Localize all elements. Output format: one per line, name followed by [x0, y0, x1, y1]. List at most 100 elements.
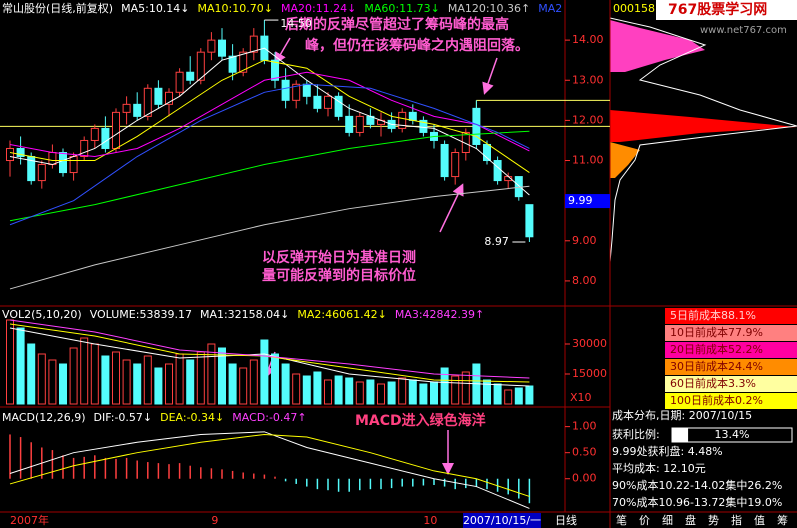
header-item: MACD(12,26,9) [2, 411, 86, 424]
header-item: VOL2(5,10,20) [2, 308, 82, 321]
tab[interactable]: 值 [754, 514, 765, 527]
chip-info: 90%成本10.22-14.02集中26.2% [612, 478, 782, 492]
candle-body [16, 147, 25, 158]
volume-bar [90, 343, 99, 405]
profit-label: 获利比例: [612, 427, 660, 441]
volume-bar [165, 363, 173, 405]
volume-bar [133, 363, 142, 405]
header-item: DIF:-0.57↓ [94, 411, 153, 424]
volume-bar [324, 379, 332, 405]
candle-body [90, 127, 99, 141]
volume-bar [440, 367, 449, 405]
candle-body [355, 115, 364, 133]
volume-bar [419, 383, 428, 405]
y-tick-label: 15000 [572, 367, 607, 380]
candle-body [461, 131, 470, 153]
header-item: MACD:-0.47↑ [232, 411, 306, 424]
legend-swatch [665, 393, 797, 409]
candle-body [324, 95, 332, 109]
y-tick-label: 0.00 [572, 472, 597, 485]
candle-body [6, 147, 14, 162]
candle-body [398, 111, 407, 129]
tab[interactable]: 指 [731, 513, 742, 527]
header-item: MA5:10.14↓ [121, 2, 189, 15]
candle-body [218, 39, 226, 57]
chip-info: 9.99处获利盘: 4.48% [612, 444, 723, 458]
header-item: DEA:-0.34↓ [160, 411, 224, 424]
volume-bar [398, 377, 407, 405]
volume-bar [218, 347, 226, 405]
volume-bar [408, 379, 417, 405]
candle-body [281, 79, 290, 101]
logo-box [656, 0, 797, 20]
ma-line [9, 327, 530, 387]
candle-body [451, 152, 460, 178]
candle-body [313, 95, 322, 109]
y-tick-label: 9.00 [572, 234, 597, 247]
volume-bar [186, 359, 195, 405]
candle-body [143, 87, 152, 117]
annotation: 以反弹开始日为基准日测 [262, 249, 416, 266]
volume-bar [493, 383, 502, 405]
volume-bar [6, 319, 14, 405]
volume-bar [366, 379, 375, 405]
volume-bar [37, 353, 46, 405]
legend-label: 5日前成本88.1% [670, 308, 756, 322]
legend-label: 30日前成本24.4% [670, 359, 763, 373]
legend-swatch [665, 359, 797, 375]
y-tick-label: 14.00 [572, 33, 604, 46]
header-item: MA20:11.24↓ [281, 2, 356, 15]
legend-label: 20日前成本52.2% [670, 342, 763, 356]
candle-body [249, 35, 258, 53]
candle-body [196, 51, 205, 81]
tab[interactable]: 筹 [777, 513, 788, 527]
x-tick-label: 2007年 [10, 513, 49, 527]
cursor-date: 2007/10/15/一 [463, 514, 541, 527]
y-tick-label: 8.00 [572, 274, 597, 287]
volume-bar [377, 383, 385, 405]
volume-bar [80, 337, 89, 405]
candle-body [493, 160, 502, 182]
candle-body [59, 152, 67, 174]
volume-bar [196, 351, 205, 405]
tab[interactable]: 价 [639, 514, 650, 527]
ma-line [9, 433, 530, 497]
header-item: MA10:10.70↓ [198, 2, 273, 15]
candle-body [112, 111, 120, 149]
candle-body [186, 71, 195, 81]
volume-bar [27, 343, 36, 405]
annotation: 后期的反弹尽管超过了筹码峰的最高 [285, 16, 509, 33]
x-tick-label: 9 [211, 514, 218, 527]
tab[interactable]: 笔 [616, 513, 627, 527]
chip-info: 70%成本10.96-13.72集中19.0% [612, 495, 782, 509]
volume-bar [175, 353, 184, 405]
period-tab[interactable]: 日线 [555, 513, 577, 527]
candle-body [302, 83, 311, 97]
volume-bar [101, 355, 110, 405]
candle-body [440, 143, 449, 178]
stock-code: 000158 [613, 2, 655, 15]
tab[interactable]: 细 [662, 514, 673, 527]
volume-bar [355, 381, 364, 405]
annotation: 量可能反弹到的目标价位 [262, 267, 416, 284]
volume-bar [504, 389, 513, 405]
chip-info: 平均成本: 12.10元 [612, 461, 706, 475]
header-item: MA2:46061.42↓ [297, 308, 386, 321]
tab[interactable]: 盘 [685, 513, 696, 527]
axis-unit: X10 [570, 391, 592, 404]
tab[interactable]: 势 [708, 514, 719, 527]
ma-line [9, 185, 530, 290]
volume-bar [228, 363, 237, 405]
volume-bar [387, 381, 396, 405]
volume-bar [281, 363, 290, 405]
volume-bar [48, 359, 57, 405]
candle-body [292, 83, 301, 101]
header-item: MA1:32158.04↓ [200, 308, 289, 321]
volume-bar [461, 371, 470, 405]
header-item: MA120:10.36↑ [448, 2, 530, 15]
header-item: MA3:42842.39↑ [395, 308, 484, 321]
header-item: MA60:11.73↓ [364, 2, 439, 15]
volume-bar [239, 367, 248, 405]
legend-swatch [665, 376, 797, 392]
